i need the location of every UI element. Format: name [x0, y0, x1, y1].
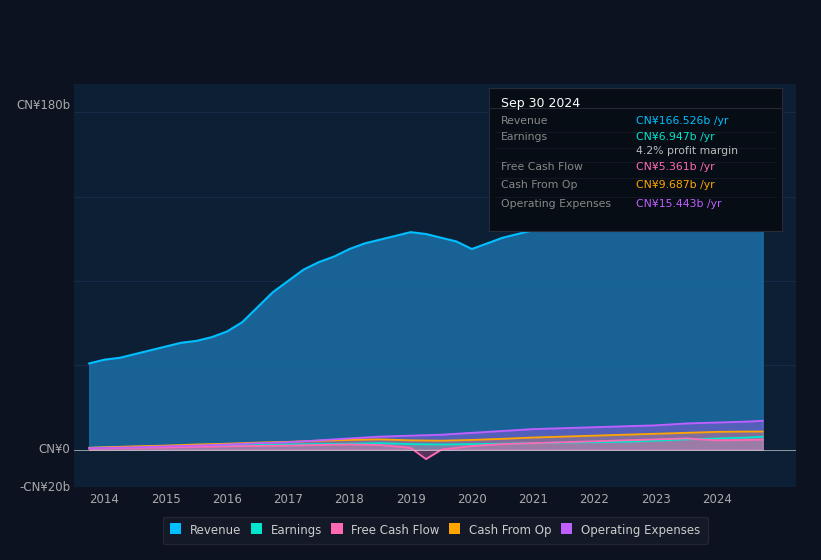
Text: CN¥0: CN¥0: [39, 443, 71, 456]
Legend: Revenue, Earnings, Free Cash Flow, Cash From Op, Operating Expenses: Revenue, Earnings, Free Cash Flow, Cash …: [163, 517, 708, 544]
Text: -CN¥20b: -CN¥20b: [19, 480, 71, 494]
Text: CN¥180b: CN¥180b: [16, 99, 71, 112]
